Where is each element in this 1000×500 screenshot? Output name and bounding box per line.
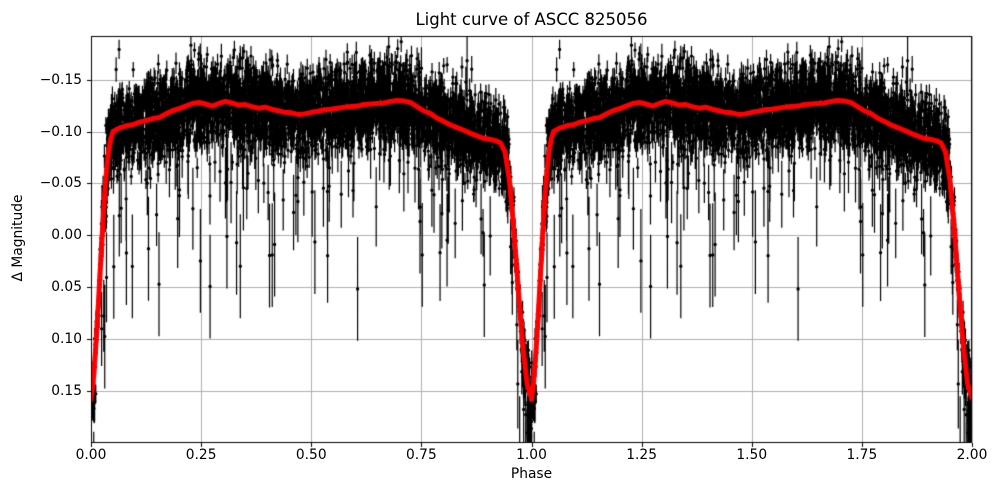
y-tick-label: 0.15 (51, 383, 82, 400)
x-axis-label: Phase (510, 466, 553, 482)
x-tick-label: 2.00 (956, 447, 988, 463)
y-tick-label: 0.00 (51, 227, 82, 244)
y-tick-label: −0.15 (39, 71, 82, 88)
x-tick-label: 1.75 (846, 447, 878, 463)
x-tick-label: 1.25 (626, 447, 657, 463)
x-tick-label: 0.00 (75, 447, 107, 463)
x-tick-label: 1.50 (736, 447, 768, 463)
y-tick-label: −0.05 (39, 175, 82, 192)
y-tick-label: 0.10 (51, 331, 82, 348)
y-tick-label: 0.05 (51, 279, 82, 296)
chart-title: Light curve of ASCC 825056 (415, 10, 648, 29)
x-tick-label: 0.50 (295, 447, 327, 463)
y-axis-label: Δ Magnitude (10, 194, 26, 282)
x-tick-label: 1.00 (516, 447, 547, 463)
y-tick-label: −0.10 (39, 123, 82, 140)
x-tick-label: 0.25 (185, 447, 217, 463)
x-tick-label: 0.75 (406, 447, 437, 463)
